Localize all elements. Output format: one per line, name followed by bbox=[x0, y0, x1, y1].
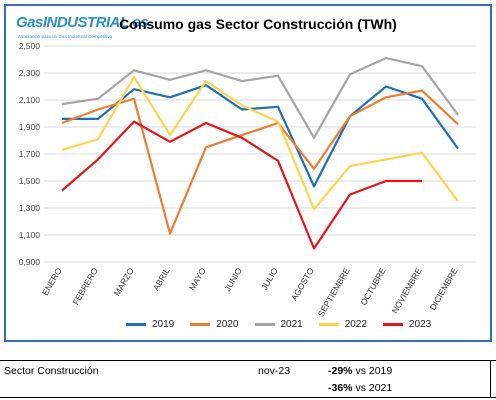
x-tick-label: DICIEMBRE bbox=[427, 266, 459, 312]
series-line-2022 bbox=[61, 75, 459, 211]
chart-frame: GasINDUSTRIAL.es Asociación para un Gas … bbox=[4, 4, 492, 342]
x-tick-label: MARZO bbox=[112, 266, 136, 298]
summary-pct: -36% bbox=[328, 382, 353, 394]
summary-pct: -29% bbox=[328, 365, 353, 377]
legend-label: 2021 bbox=[280, 319, 303, 330]
x-tick-label: AGOSTO bbox=[289, 266, 316, 303]
summary-table: Sector Construcción nov-23 -29% vs 2019 … bbox=[0, 360, 496, 398]
legend-item-2022: 2022 bbox=[318, 319, 367, 330]
legend-item-2020: 2020 bbox=[190, 319, 239, 330]
summary-row: -36% vs 2021 bbox=[328, 382, 392, 394]
chart-title: Consumo gas Sector Construcción (TWh) bbox=[119, 16, 397, 32]
y-tick-label: 2,500 bbox=[19, 41, 41, 51]
series-line-2021 bbox=[61, 57, 459, 139]
line-chart: 0,900 1,100 1,300 1,500 1,700 1,900 2,100 2,300… bbox=[19, 41, 476, 319]
legend-label: 2020 bbox=[216, 319, 239, 330]
legend-item-2021: 2021 bbox=[254, 319, 303, 330]
y-tick-label: 1,300 bbox=[19, 203, 41, 213]
table-divider bbox=[490, 361, 491, 397]
x-tick-label: JULIO bbox=[259, 266, 280, 292]
legend-label: 2022 bbox=[344, 319, 367, 330]
x-tick-label: OCTUBRE bbox=[358, 266, 388, 307]
series-line-2020 bbox=[61, 89, 459, 235]
x-tick-label: JUNIO bbox=[222, 266, 244, 293]
y-tick-label: 1,500 bbox=[19, 176, 41, 186]
summary-vs: vs 2019 bbox=[355, 365, 393, 377]
logo-tagline: Asociación para un Gas Industrial Compet… bbox=[18, 34, 113, 39]
summary-period: nov-23 bbox=[258, 365, 291, 377]
logo-name: GasINDUSTRIAL.es bbox=[16, 14, 149, 31]
x-tick-label: FEBRERO bbox=[71, 266, 100, 307]
summary-row: -29% vs 2019 bbox=[328, 365, 392, 377]
y-tick-label: 1,900 bbox=[19, 122, 41, 132]
chart-legend: 2019 2020 2021 2022 2023 bbox=[126, 319, 431, 330]
legend-swatch bbox=[126, 323, 146, 326]
legend-swatch bbox=[190, 323, 211, 326]
summary-vs: vs 2021 bbox=[355, 382, 393, 394]
legend-swatch bbox=[383, 323, 403, 326]
y-tick-label: 0,900 bbox=[19, 257, 41, 267]
y-tick-label: 2,300 bbox=[19, 68, 41, 78]
x-tick-label: MAYO bbox=[187, 266, 208, 292]
x-tick-label: SEPTIEMBRE bbox=[316, 266, 352, 319]
y-tick-label: 1,100 bbox=[19, 230, 41, 240]
legend-label: 2023 bbox=[409, 319, 432, 330]
series-line-2023 bbox=[61, 120, 422, 250]
legend-swatch bbox=[254, 323, 275, 326]
x-tick-label: ENERO bbox=[40, 266, 64, 298]
legend-label: 2019 bbox=[152, 319, 175, 330]
legend-swatch bbox=[318, 323, 339, 326]
y-tick-label: 1,700 bbox=[19, 149, 41, 159]
x-tick-label: ABRIL bbox=[151, 266, 172, 293]
summary-sector: Sector Construcción bbox=[4, 365, 99, 377]
series-line-2019 bbox=[62, 84, 459, 188]
y-tick-label: 2,100 bbox=[19, 95, 41, 105]
legend-item-2019: 2019 bbox=[126, 319, 174, 330]
x-tick-label: NOVIEMBRE bbox=[390, 266, 424, 315]
logo: GasINDUSTRIAL.es Asociación para un Gas … bbox=[16, 14, 149, 42]
legend-item-2023: 2023 bbox=[383, 319, 431, 330]
